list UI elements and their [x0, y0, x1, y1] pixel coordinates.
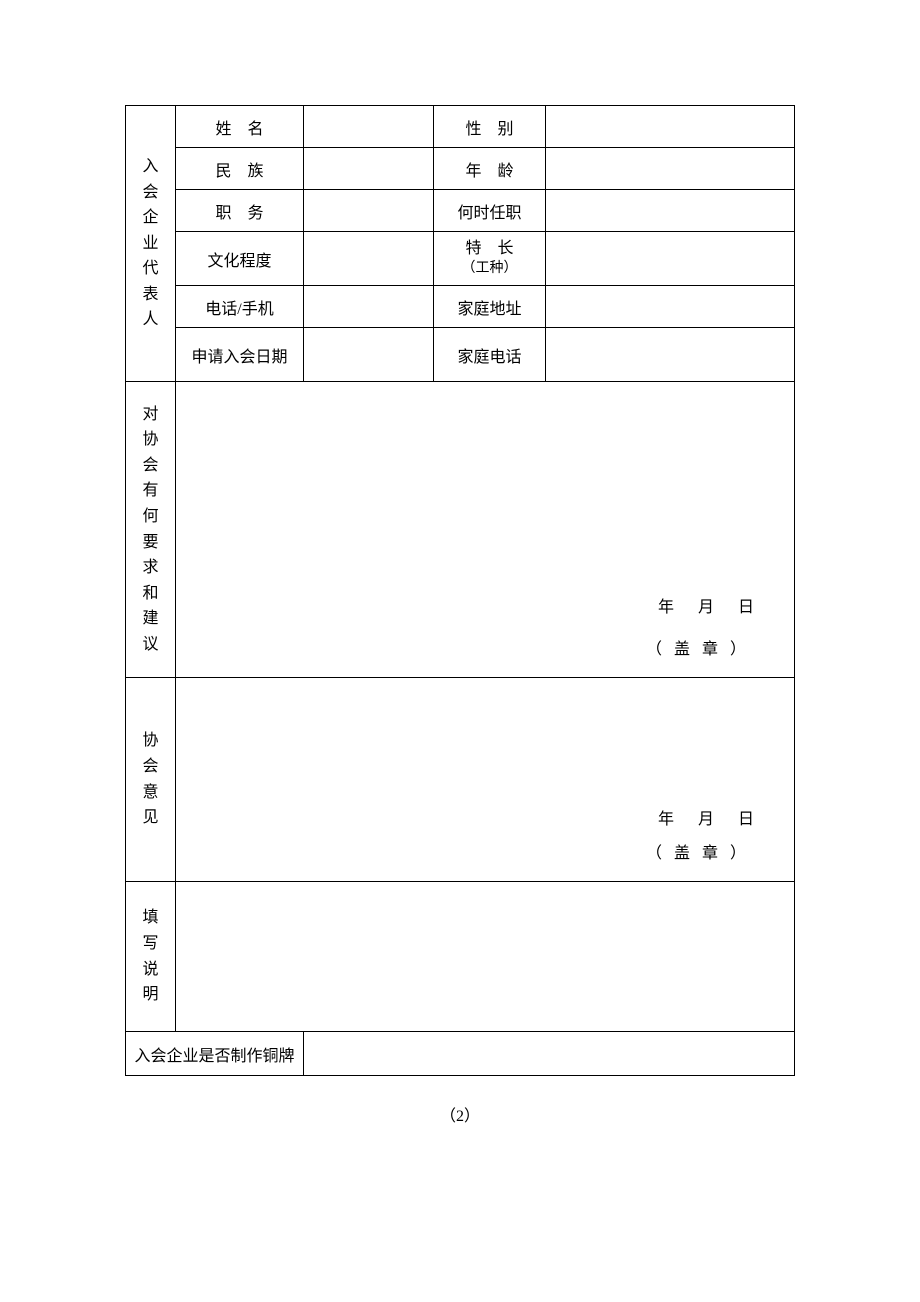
rep-row-position: 职 务 何时任职 — [126, 190, 795, 232]
date-month: 月 — [698, 599, 714, 616]
vert-char: 见 — [126, 805, 175, 831]
value-phone[interactable] — [304, 286, 434, 328]
date-year: 年 — [658, 599, 674, 616]
vert-char: 何 — [126, 504, 175, 530]
plaque-label: 入会企业是否制作铜牌 — [126, 1032, 304, 1076]
vert-char: 会 — [126, 453, 175, 479]
label-phone: 电话/手机 — [176, 286, 304, 328]
vert-char: 写 — [126, 931, 175, 957]
opinion-row: 协 会 意 见 年 月 日 （ 盖 章 ） — [126, 678, 795, 882]
rep-row-ethnicity: 民 族 年 龄 — [126, 148, 795, 190]
value-apply-date[interactable] — [304, 328, 434, 382]
vert-char: 协 — [126, 728, 175, 754]
value-gender[interactable] — [546, 106, 795, 148]
label-ethnicity: 民 族 — [176, 148, 304, 190]
rep-row-apply-date: 申请入会日期 家庭电话 — [126, 328, 795, 382]
vert-char: 有 — [126, 478, 175, 504]
instructions-label: 填 写 说 明 — [126, 882, 176, 1032]
requests-seal: （ 盖 章 ） — [646, 635, 750, 659]
value-tenure[interactable] — [546, 190, 795, 232]
label-name: 姓 名 — [176, 106, 304, 148]
rep-row-name: 入 会 企 业 代 表 人 姓 名 性 别 — [126, 106, 795, 148]
vert-char: 明 — [126, 982, 175, 1008]
page-number: （2） — [125, 1102, 795, 1126]
date-year: 年 — [658, 811, 674, 828]
requests-date: 年 月 日 — [658, 593, 754, 617]
vert-char: 入 — [126, 154, 175, 180]
label-specialty-top: 特 长 — [434, 239, 545, 260]
vert-char: 议 — [126, 632, 175, 658]
instructions-content[interactable] — [176, 882, 795, 1032]
instructions-row: 填 写 说 明 — [126, 882, 795, 1032]
vert-char: 对 — [126, 402, 175, 428]
vert-char: 和 — [126, 581, 175, 607]
value-education[interactable] — [304, 232, 434, 286]
value-specialty[interactable] — [546, 232, 795, 286]
label-specialty: 特 长 （工种） — [434, 232, 546, 286]
date-day: 日 — [738, 599, 754, 616]
label-education: 文化程度 — [176, 232, 304, 286]
value-age[interactable] — [546, 148, 795, 190]
label-age: 年 龄 — [434, 148, 546, 190]
label-tenure: 何时任职 — [434, 190, 546, 232]
vert-char: 填 — [126, 905, 175, 931]
vert-char: 人 — [126, 307, 175, 333]
requests-label: 对 协 会 有 何 要 求 和 建 议 — [126, 382, 176, 678]
vert-char: 业 — [126, 231, 175, 257]
requests-row: 对 协 会 有 何 要 求 和 建 议 年 月 日 （ 盖 章 — [126, 382, 795, 678]
form-table: 入 会 企 业 代 表 人 姓 名 性 别 民 族 年 龄 职 务 — [125, 105, 795, 1076]
page-container: 入 会 企 业 代 表 人 姓 名 性 别 民 族 年 龄 职 务 — [0, 0, 920, 1126]
plaque-row: 入会企业是否制作铜牌 — [126, 1032, 795, 1076]
vert-char: 要 — [126, 530, 175, 556]
vert-char: 会 — [126, 180, 175, 206]
value-position[interactable] — [304, 190, 434, 232]
value-home-address[interactable] — [546, 286, 795, 328]
plaque-value[interactable] — [304, 1032, 795, 1076]
value-name[interactable] — [304, 106, 434, 148]
value-home-phone[interactable] — [546, 328, 795, 382]
opinion-date: 年 月 日 — [658, 805, 754, 829]
label-home-address: 家庭地址 — [434, 286, 546, 328]
rep-row-education: 文化程度 特 长 （工种） — [126, 232, 795, 286]
label-apply-date: 申请入会日期 — [176, 328, 304, 382]
value-ethnicity[interactable] — [304, 148, 434, 190]
opinion-content[interactable]: 年 月 日 （ 盖 章 ） — [176, 678, 795, 882]
label-home-phone: 家庭电话 — [434, 328, 546, 382]
vert-char: 协 — [126, 427, 175, 453]
vert-char: 代 — [126, 256, 175, 282]
vert-char: 会 — [126, 754, 175, 780]
label-gender: 性 别 — [434, 106, 546, 148]
label-specialty-sub: （工种） — [434, 260, 545, 278]
rep-row-phone: 电话/手机 家庭地址 — [126, 286, 795, 328]
vert-char: 意 — [126, 780, 175, 806]
opinion-seal: （ 盖 章 ） — [646, 839, 750, 863]
vert-char: 说 — [126, 957, 175, 983]
vert-char: 建 — [126, 606, 175, 632]
vert-char: 表 — [126, 282, 175, 308]
rep-section-label: 入 会 企 业 代 表 人 — [126, 106, 176, 382]
vert-char: 求 — [126, 555, 175, 581]
date-day: 日 — [738, 811, 754, 828]
opinion-label: 协 会 意 见 — [126, 678, 176, 882]
label-position: 职 务 — [176, 190, 304, 232]
date-month: 月 — [698, 811, 714, 828]
vert-char: 企 — [126, 205, 175, 231]
requests-content[interactable]: 年 月 日 （ 盖 章 ） — [176, 382, 795, 678]
